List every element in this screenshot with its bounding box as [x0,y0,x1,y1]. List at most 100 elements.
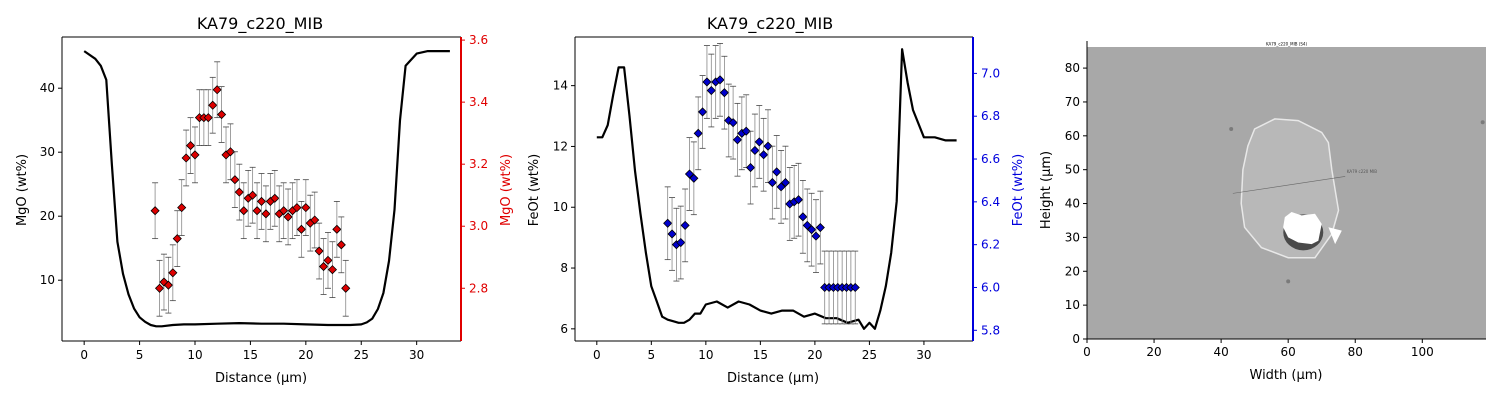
feot-data-point [815,222,825,233]
mgo-data-point [190,150,200,160]
feot-data-point [684,169,695,179]
feot-ytick-left-label: 12 [553,139,568,153]
sem-xtick-label: 100 [1411,345,1434,359]
sem-bubble-void [1283,212,1322,245]
sem-ytick-label: 20 [1065,264,1080,278]
mgo-data-point [177,203,187,213]
mgo-data-point [270,193,280,203]
sem-traverse-line [1232,176,1346,194]
mgo-data-point [301,203,311,213]
mgo-ytick-right-label: 2.8 [469,281,488,295]
mgo-xtick-label: 10 [187,348,202,362]
feot-xtick-label: 30 [916,348,931,362]
mgo-data-point [310,215,320,225]
feot-data-point [706,85,716,96]
feot-data-point [807,225,817,235]
feot-ytick-left-label: 6 [560,322,568,336]
panel-image-ylabel: Height (µm) [1039,151,1054,229]
sem-caption-strip [1087,41,1486,47]
feot-data-point [759,150,769,160]
feot-data-point [850,282,860,293]
panel-image-plot-area: KA79_c220_MIB (S4) KA79 c220 MIB 0 20 40 60 80… [1065,41,1486,359]
mgo-data-point [323,255,333,265]
panel-image: KA79_c220_MIB (S4) KA79 c220 MIB 0 20 40 60 80… [1039,41,1486,383]
sem-bright-spot [1328,227,1342,245]
mgo-data-point [150,206,160,216]
panel-feot-xlabel: Distance (µm) [727,371,819,386]
feot-data-point [793,195,804,205]
mgo-data-point [332,224,342,234]
mgo-data-point [319,261,329,272]
feot-xtick-label: 0 [593,348,601,362]
feot-data-point [702,77,712,87]
feot-data-point [811,231,821,241]
mgo-data-point [261,209,271,219]
mgo-profile-line [83,49,450,328]
feot-xtick-label: 20 [807,348,822,362]
mgo-data-point [341,283,351,293]
panel-image-xlabel: Width (µm) [1250,368,1323,383]
mgo-data-point [248,190,258,200]
panel-feot-ylabel-left: FeOt (wt%) [527,154,542,226]
feot-xtick-label: 10 [698,348,713,362]
feot-data-point [767,178,777,188]
mgo-data-point [172,234,182,244]
feot-ytick-right-label: 6.2 [981,238,1000,252]
sem-speck [1286,279,1291,284]
mgo-data-point [252,206,262,216]
mgo-ytick-right-label: 3.2 [469,157,488,171]
mgo-data-point [168,268,178,278]
panel-mgo-xlabel: Distance (µm) [215,371,307,386]
mgo-data-point [256,196,267,206]
panel-mgo-title: KA79_c220_MIB [197,14,323,34]
sem-ytick-label: 80 [1065,61,1080,75]
sem-ytick-label: 30 [1065,230,1080,244]
mgo-xtick-label: 5 [136,348,144,362]
mgo-data-point [239,206,249,216]
mgo-xtick-label: 0 [80,348,88,362]
sem-traverse-label: KA79 c220 MIB [1347,169,1377,174]
feot-ytick-right-label: 6.4 [981,195,1000,209]
feot-data-point [802,220,812,230]
mgo-xtick-label: 30 [409,348,424,362]
feot-ytick-right-label: 6.6 [981,152,1000,166]
sem-ytick-label: 50 [1065,163,1080,177]
sem-ytick-label: 0 [1072,332,1080,346]
mgo-ytick-left-label: 40 [40,81,55,95]
feot-data-point [698,107,708,117]
sem-xtick-label: 60 [1281,345,1296,359]
mgo-ytick-left-label: 20 [40,209,55,223]
mgo-data-point [203,113,213,123]
sem-ytick-label: 40 [1065,197,1080,211]
panel-feot-ylabel-right: FeOt (wt%) [1011,154,1026,226]
panel-mgo: KA79_c220_MIB 0 5 10 15 20 25 30 10 20 30 40 2.8 3.0… [15,14,514,386]
sem-xtick-label: 80 [1348,345,1363,359]
sem-xtick-label: 20 [1146,345,1161,359]
sem-ytick-label: 60 [1065,129,1080,143]
mgo-data-point [186,141,196,151]
panel-feot: KA79_c220_MIB 0 5 10 15 20 25 30 6 8 10 12 14 5.8 6.0… [527,14,1026,386]
sem-speck [1229,127,1234,132]
feot-data-point [689,173,699,183]
feot-ytick-right-label: 7.0 [981,66,1000,80]
mgo-data-point [212,85,222,95]
feot-data-point [776,182,786,192]
feot-data-point [750,145,760,156]
mgo-data-point [234,187,244,197]
feot-data-point [676,237,686,248]
feot-data-point [754,137,764,147]
mgo-data-point [163,280,173,290]
mgo-data-point [283,212,293,222]
feot-data-point [715,75,725,85]
feot-data-point [763,141,773,151]
mgo-ytick-left-label: 10 [40,273,55,287]
sem-speck [1480,120,1485,125]
mgo-xtick-label: 15 [243,348,258,362]
feot-data-point [732,135,743,145]
feot-ytick-right-label: 6.0 [981,280,1000,294]
mgo-ytick-right-label: 3.0 [469,219,488,233]
mgo-data-point [217,109,227,120]
feot-profile-line [596,48,957,330]
panel-mgo-ylabel-left: MgO (wt%) [15,154,30,226]
